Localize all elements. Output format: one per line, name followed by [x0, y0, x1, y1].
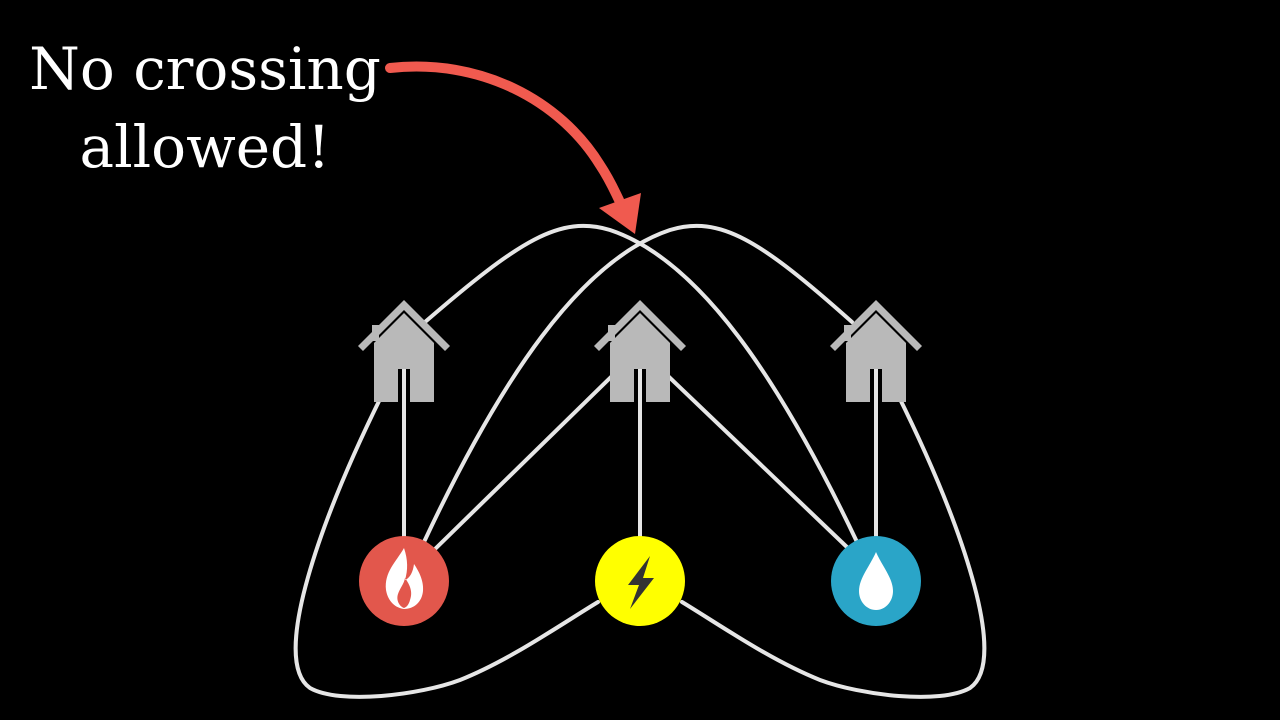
edge-house-middle-water — [666, 374, 852, 552]
edge-house-right-electric — [680, 391, 987, 699]
edge-house-middle-gas — [430, 374, 614, 554]
caption: No crossing allowed! — [20, 30, 390, 186]
caption-line-2: allowed! — [79, 113, 331, 181]
edges — [293, 223, 987, 699]
water-node — [831, 536, 921, 626]
caption-line-1: No crossing — [29, 35, 381, 103]
gas-node — [359, 536, 449, 626]
edge-house-right-gas — [422, 223, 854, 544]
door-edges — [402, 369, 878, 402]
arrow-head-icon — [599, 193, 641, 234]
lightning-icon — [628, 556, 654, 609]
arrow — [385, 61, 641, 234]
electricity-node — [595, 536, 685, 626]
arrow-shaft — [385, 61, 624, 205]
edge-house-left-electric — [293, 391, 600, 699]
edge-house-left-water — [423, 223, 859, 544]
flame-icon — [385, 548, 424, 609]
water-drop-icon — [859, 552, 893, 610]
